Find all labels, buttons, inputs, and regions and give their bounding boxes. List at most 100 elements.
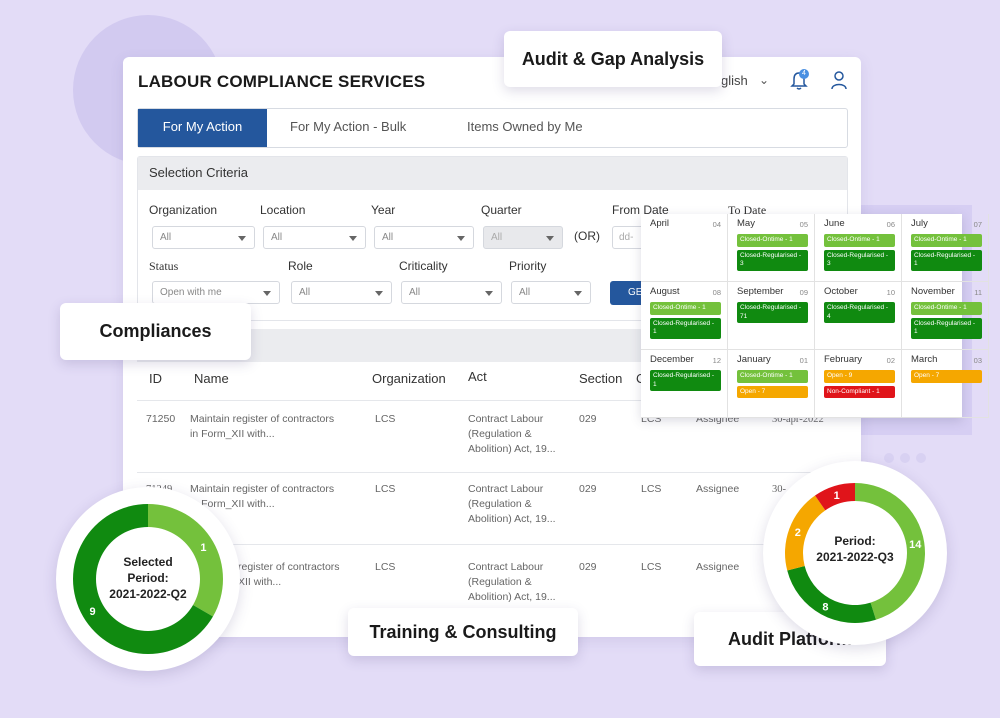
calendar-month-cell[interactable]: October 10 Closed-Regularised - 4 (815, 282, 902, 350)
donut-segment (148, 504, 223, 617)
role-select[interactable]: All (291, 281, 392, 304)
column-header-organization[interactable]: Organization (372, 371, 446, 386)
cell-organization: LCS (375, 483, 396, 495)
year-select[interactable]: All (374, 226, 474, 249)
cell-organization: LCS (375, 561, 396, 573)
donut-segment (787, 566, 876, 623)
status-chip[interactable]: Closed-Regularised - 1 (650, 317, 721, 339)
cell-act-line1: Contract Labour (468, 483, 544, 495)
cell-name-line1[interactable]: register of contractors (238, 561, 340, 573)
row-divider (137, 400, 848, 401)
donut-segment-label: 1 (834, 490, 840, 502)
chevron-down-icon[interactable]: ⌄ (759, 73, 770, 87)
criticality-label: Criticality (399, 259, 448, 273)
donut-segment (855, 483, 925, 620)
selection-criteria-panel: Selection Criteria (137, 156, 848, 321)
calendar-month-name: March (911, 354, 938, 365)
cell-act-line3: Abolition) Act, 19... (468, 513, 556, 525)
compliances-label: Compliances (60, 303, 251, 360)
cell-organization: LCS (375, 413, 396, 425)
calendar-month-number: 07 (973, 220, 982, 229)
calendar-month-number: 06 (886, 220, 895, 229)
column-header-partial[interactable]: C (636, 371, 645, 386)
calendar-month-cell[interactable]: November 11 Closed-Ontime - 1 Closed-Regula… (902, 282, 989, 350)
column-header-act[interactable]: Act (468, 369, 487, 384)
status-chip[interactable]: Closed-Regularised - 1 (911, 249, 982, 271)
status-chip[interactable]: Closed-Regularised - 1 (911, 317, 982, 339)
calendar-month-number: 11 (974, 288, 982, 297)
quarter-select[interactable]: All (483, 226, 563, 249)
status-chip[interactable]: Open - 7 (737, 385, 808, 398)
calendar-month-cell[interactable]: June 06 Closed-Ontime - 1 Closed-Regularise… (815, 214, 902, 282)
donut-segment-label: 8 (822, 601, 828, 613)
calendar-month-name: June (824, 218, 845, 229)
donut-segment (785, 495, 826, 571)
calendar-month-cell[interactable]: December 12 Closed-Regularised - 1 (641, 350, 728, 418)
criticality-select[interactable]: All (401, 281, 502, 304)
status-chip[interactable]: Open - 9 (824, 370, 895, 383)
calendar-month-cell[interactable]: January 01 Closed-Ontime - 1 Open - 7 (728, 350, 815, 418)
year-label: Year (371, 203, 396, 217)
left-donut-center-line2: Period: (127, 571, 169, 585)
status-chip[interactable]: Closed-Ontime - 1 (737, 234, 808, 247)
status-chip[interactable]: Non-Compliant - 1 (824, 385, 895, 398)
calendar-month-cell[interactable]: August 08 Closed-Ontime - 1 Closed-Regulari… (641, 282, 728, 350)
status-chip[interactable]: Closed-Regularised - 71 (737, 302, 808, 323)
status-chip[interactable]: Closed-Regularised - 3 (824, 249, 895, 271)
status-chip[interactable]: Closed-Regularised - 3 (737, 249, 808, 271)
donut-segment-label: 2 (795, 527, 801, 539)
cell-name-line1[interactable]: Maintain register of contractors (190, 413, 335, 425)
calendar-month-name: May (737, 218, 755, 229)
status-chip[interactable]: Closed-Ontime - 1 (737, 370, 808, 383)
from-date-label: From Date (612, 203, 669, 217)
cell-act-line2: (Regulation & (468, 576, 532, 588)
tab-for-my-action-bulk[interactable]: For My Action - Bulk (290, 119, 407, 134)
cell-name-line2[interactable]: in Form_XII with... (190, 498, 275, 510)
location-select[interactable]: All (263, 226, 366, 249)
calendar-month-name: September (737, 286, 784, 297)
status-chip[interactable]: Closed-Ontime - 1 (824, 234, 895, 247)
calendar-month-name: December (650, 354, 694, 365)
calendar-month-cell[interactable]: May 05 Closed-Ontime - 1 Closed-Regularised… (728, 214, 815, 282)
calendar-month-cell[interactable]: March 03 Open - 7 (902, 350, 989, 418)
status-chip[interactable]: Closed-Ontime - 1 (911, 234, 982, 247)
cell-name-line2[interactable]: XII with... (238, 576, 282, 588)
status-chip[interactable]: Closed-Ontime - 1 (911, 302, 982, 315)
status-chip[interactable]: Closed-Regularised - 1 (650, 370, 721, 391)
priority-select[interactable]: All (511, 281, 591, 304)
cell-act-line2: (Regulation & (468, 498, 532, 510)
priority-label: Priority (509, 259, 547, 273)
calendar-month-number: 02 (886, 356, 895, 365)
calendar-month-cell[interactable]: February 02 Open - 9 Non-Compliant - 1 (815, 350, 902, 418)
status-select[interactable]: Open with me (152, 281, 280, 304)
cell-name-line2[interactable]: in Form_XII with... (190, 428, 275, 440)
language-selector[interactable]: glish (721, 73, 748, 88)
background-dot (916, 453, 926, 463)
tab-items-owned-by-me[interactable]: Items Owned by Me (467, 119, 583, 134)
organization-select[interactable]: All (152, 226, 255, 249)
column-header-id[interactable]: ID (149, 371, 162, 386)
right-donut-center-line2: 2021-2022-Q3 (816, 550, 894, 564)
calendar-month-cell[interactable]: September 09 Closed-Regularised - 71 (728, 282, 815, 350)
calendar-month-name: November (911, 286, 955, 297)
calendar-month-name: October (824, 286, 858, 297)
status-chip[interactable]: Closed-Regularised - 4 (824, 302, 895, 323)
tab-for-my-action[interactable]: For My Action (138, 109, 267, 147)
cell-name-line1[interactable]: Maintain register of contractors (190, 483, 335, 495)
location-label: Location (260, 203, 306, 217)
calendar-month-number: 05 (799, 220, 808, 229)
calendar-month-number: 04 (712, 220, 721, 229)
calendar-month-number: 09 (799, 288, 808, 297)
column-header-name[interactable]: Name (194, 371, 229, 386)
user-icon[interactable] (830, 70, 848, 92)
column-header-section[interactable]: Section (579, 371, 623, 386)
status-chip[interactable]: Open - 7 (911, 370, 982, 383)
cell-act-line3: Abolition) Act, 19... (468, 443, 556, 455)
background-dot (884, 453, 894, 463)
cell-section: 029 (579, 413, 597, 425)
cell-act-line1: Contract Labour (468, 561, 544, 573)
calendar-month-cell[interactable]: April 04 (641, 214, 728, 282)
status-chip[interactable]: Closed-Ontime - 1 (650, 302, 721, 315)
calendar-month-cell[interactable]: July 07 Closed-Ontime - 1 Closed-Regularise… (902, 214, 989, 282)
status-label: Status (149, 259, 179, 273)
